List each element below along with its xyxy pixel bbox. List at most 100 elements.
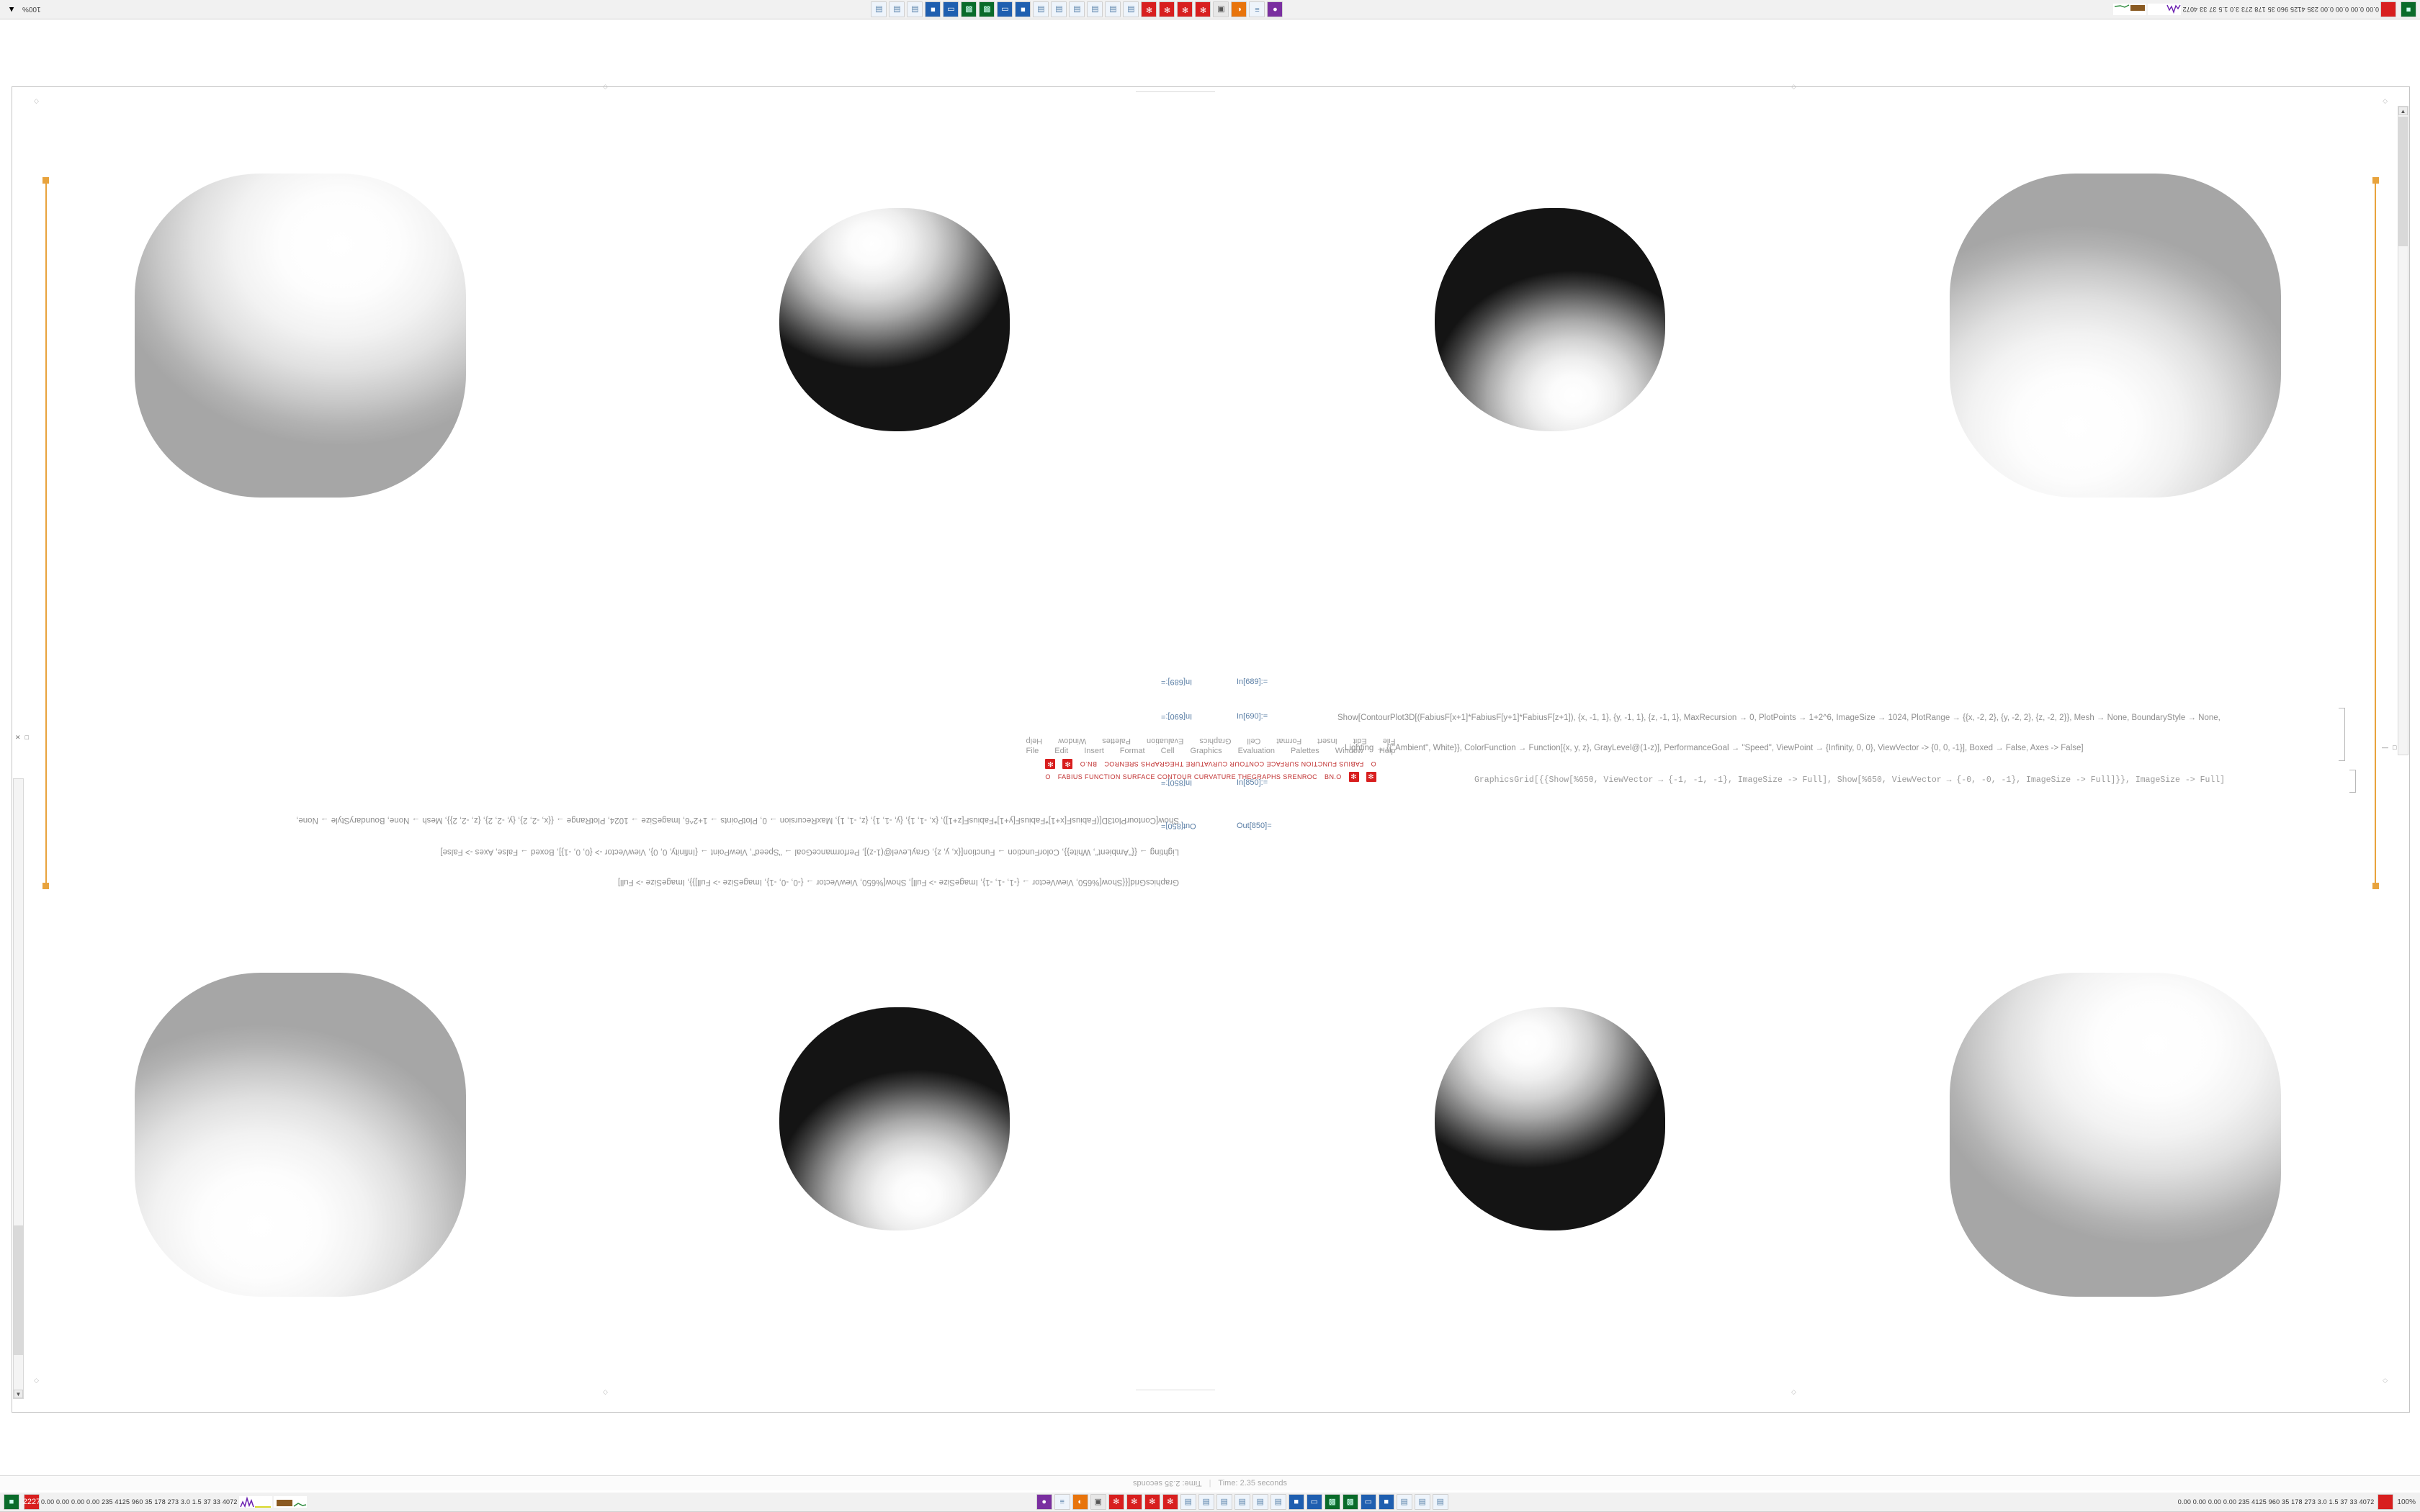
tray-right-bottom[interactable]: 0.00 0.00 0.00 0.00 235 4125 960 35 178 … — [2178, 1494, 2416, 1510]
start-button-bottom[interactable]: ■ — [2, 1494, 21, 1510]
save-icon-p8[interactable]: ■ — [1015, 1, 1031, 17]
minimize-icon[interactable]: — — [2382, 744, 2389, 751]
notebook-icon-1[interactable]: ▤ — [1123, 1, 1139, 17]
notebook-icon-5[interactable]: ▤ — [1051, 1, 1067, 17]
notebook-icon-7[interactable]: ▤ — [907, 1, 923, 17]
notebook-icon-4[interactable]: ▤ — [1069, 1, 1085, 17]
toolbar-left-label: O — [1045, 773, 1051, 780]
prompt-in-689[interactable]: In[689]:= — [1237, 678, 1268, 686]
notebook-icon-7[interactable]: ▤ — [1396, 1494, 1412, 1510]
menu-file[interactable]: File — [1026, 747, 1039, 755]
chevron-up-icon[interactable]: ▲ — [7, 5, 16, 14]
notebook-icon-8[interactable]: ▤ — [1414, 1494, 1430, 1510]
menu-evaluation[interactable]: Evaluation — [1237, 747, 1275, 755]
monitor-icon[interactable]: ▭ — [997, 1, 1013, 17]
start-button[interactable]: ■ — [2399, 1, 2418, 17]
menu-format-m: Format — [1276, 737, 1302, 745]
mathematica-icon-3[interactable]: ✻ — [1159, 1, 1175, 17]
menu-help-m: Help — [1026, 737, 1043, 745]
calculator-icon[interactable]: ▩ — [979, 1, 995, 17]
start-icon: ■ — [2401, 1, 2416, 17]
taskbar-app-buttons[interactable]: ● ≡ ◐ ▣ ✻ ✻ ✻ ✻ ▤ ▤ ▤ ▤ ▤ ▤ ■ ▭ ▩ ▩ ▭ ■ ▤ ▤ ▤ — [41, 1, 2114, 17]
code-line-lighting[interactable]: Lighting → {{"Ambient", White}}, ColorFu… — [1345, 744, 2084, 752]
notebook-icon-8[interactable]: ▤ — [889, 1, 905, 17]
save-icon-p8[interactable]: ■ — [1288, 1494, 1304, 1510]
code-line-grid-mirror: GraphicsGrid[{{Show[%650, ViewVector → {… — [617, 878, 1179, 886]
scroll-up-arrow[interactable]: ▲ — [2398, 107, 2408, 115]
menu-format[interactable]: Format — [1119, 747, 1145, 755]
vertical-scrollbar-bottom[interactable]: ▼ — [13, 778, 24, 1399]
close-icon-mirror[interactable]: ✕ — [15, 734, 21, 741]
maximize-icon[interactable]: □ — [2393, 744, 2397, 751]
terminal-icon[interactable]: ▣ — [1213, 1, 1229, 17]
notebook-icon-3[interactable]: ▤ — [1087, 1, 1103, 17]
evaluate-gear-button-1[interactable]: ✻ — [1348, 772, 1359, 782]
menubar[interactable]: File Edit Insert Format Cell Graphics Ev… — [12, 747, 2409, 757]
text-editor-icon[interactable]: ≡ — [1054, 1494, 1070, 1510]
zoom-level-bottom[interactable]: 100% — [2397, 1498, 2416, 1506]
firefox-icon[interactable]: ◐ — [1231, 1, 1247, 17]
notebook-icon-5[interactable]: ▤ — [1252, 1494, 1268, 1510]
scroll-thumb-bottom[interactable] — [14, 1225, 23, 1355]
calculator-icon-2[interactable]: ▩ — [1342, 1494, 1358, 1510]
monitor-icon-2[interactable]: ▭ — [943, 1, 959, 17]
firefox-icon[interactable]: ◐ — [1072, 1494, 1088, 1510]
taskbar-app-buttons-bottom[interactable]: ● ≡ ◐ ▣ ✻ ✻ ✻ ✻ ▤ ▤ ▤ ▤ ▤ ▤ ■ ▭ ▩ ▩ ▭ ■ ▤ ▤ ▤ — [307, 1494, 2178, 1510]
prompt-out-850[interactable]: Out[850]= — [1237, 822, 1272, 830]
scroll-down-arrow[interactable]: ▼ — [14, 1390, 23, 1398]
calculator-icon-2[interactable]: ▩ — [961, 1, 977, 17]
calculator-icon[interactable]: ▩ — [1324, 1494, 1340, 1510]
notebook-icon-9[interactable]: ▤ — [1432, 1494, 1448, 1510]
taskbar-top-rotated[interactable]: ■ 0.00 0.00 0.00 0.00 235 4125 960 35 17… — [0, 0, 2420, 19]
cell-bracket-2[interactable] — [2349, 770, 2356, 793]
notebook-icon-4[interactable]: ▤ — [1234, 1494, 1250, 1510]
prompt-in-690[interactable]: In[690]:= — [1237, 712, 1268, 721]
browser-icon[interactable]: ● — [1267, 1, 1283, 17]
notebook-icon-2[interactable]: ▤ — [1198, 1494, 1214, 1510]
mathematica-icon-1[interactable]: ✻ — [1108, 1494, 1124, 1510]
save-icon-64[interactable]: ■ — [925, 1, 941, 17]
toolbar[interactable]: O FABIUS FUNCTION SURFACE CONTOUR CURVAT… — [12, 771, 2409, 783]
mathematica-icon-3[interactable]: ✻ — [1144, 1494, 1160, 1510]
vertical-scrollbar-top[interactable]: ▲ — [2398, 106, 2408, 755]
notebook-icon-6[interactable]: ▤ — [1270, 1494, 1286, 1510]
menu-window[interactable]: Window — [1335, 747, 1363, 755]
notebook-icon-2[interactable]: ▤ — [1105, 1, 1121, 17]
scroll-thumb-top[interactable] — [2398, 117, 2408, 246]
menu-edit[interactable]: Edit — [1054, 747, 1069, 755]
menu-palettes[interactable]: Palettes — [1290, 747, 1319, 755]
mathematica-icon-2[interactable]: ✻ — [1177, 1, 1193, 17]
notify-badge-icon[interactable] — [2378, 1494, 2394, 1510]
tray-right[interactable]: 100% ▲ — [4, 2, 41, 17]
notebook-icon-9[interactable]: ▤ — [871, 1, 887, 17]
prompt-in-850[interactable]: In[850]:= — [1237, 778, 1268, 787]
save-icon-64[interactable]: ■ — [1378, 1494, 1394, 1510]
contour-blob-round-1 — [779, 208, 1010, 431]
menu-insert[interactable]: Insert — [1084, 747, 1104, 755]
menu-file-m: File — [1382, 737, 1396, 745]
mathematica-icon-4[interactable]: ✻ — [1141, 1, 1157, 17]
maximize-icon-mirror[interactable]: □ — [24, 734, 29, 741]
notebook-icon-1[interactable]: ▤ — [1180, 1494, 1196, 1510]
monitor-icon-2[interactable]: ▭ — [1360, 1494, 1376, 1510]
evaluate-gear-button-2[interactable]: ✻ — [1366, 772, 1376, 782]
corner-tick-br — [2372, 883, 2379, 889]
mathematica-icon-2[interactable]: ✻ — [1126, 1494, 1142, 1510]
menu-help[interactable]: Help — [1379, 747, 1396, 755]
zoom-level[interactable]: 100% — [22, 5, 41, 14]
menu-cell[interactable]: Cell — [1160, 747, 1175, 755]
mathematica-icon-1[interactable]: ✻ — [1195, 1, 1211, 17]
browser-icon[interactable]: ● — [1036, 1494, 1052, 1510]
code-line-show[interactable]: Show[ContourPlot3D[(FabiusF[x+1]*FabiusF… — [1337, 714, 2220, 722]
mathematica-icon-4[interactable]: ✻ — [1162, 1494, 1178, 1510]
text-editor-icon[interactable]: ≡ — [1249, 1, 1265, 17]
taskbar-bottom[interactable]: ■ 2227 0.00 0.00 0.00 0.00 235 4125 960 … — [0, 1493, 2420, 1512]
menu-graphics[interactable]: Graphics — [1190, 747, 1222, 755]
code-line-graphicsgrid[interactable]: GraphicsGrid[{{Show[%650, ViewVector → {… — [1474, 775, 2226, 785]
notebook-icon-3[interactable]: ▤ — [1216, 1494, 1232, 1510]
cell-bracket-1[interactable] — [2339, 708, 2345, 761]
terminal-icon[interactable]: ▣ — [1090, 1494, 1106, 1510]
notebook-icon-6[interactable]: ▤ — [1033, 1, 1049, 17]
window-controls-left[interactable]: ✕ □ — [15, 734, 29, 742]
monitor-icon[interactable]: ▭ — [1306, 1494, 1322, 1510]
